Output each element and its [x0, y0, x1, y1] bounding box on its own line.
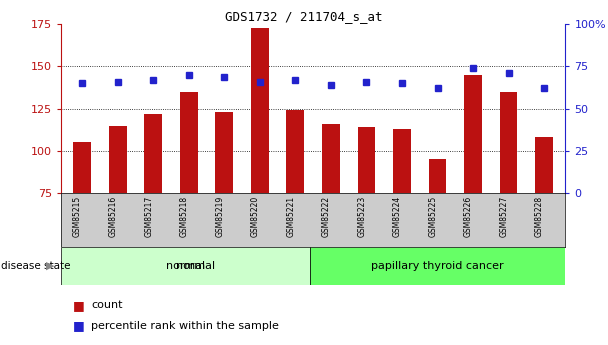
Text: GSM85225: GSM85225 — [429, 196, 438, 237]
Bar — [61, 247, 309, 285]
Text: GSM85224: GSM85224 — [393, 196, 402, 237]
Text: normal: normal — [176, 261, 215, 270]
Text: GSM85222: GSM85222 — [322, 196, 331, 237]
Text: GSM85219: GSM85219 — [215, 196, 224, 237]
Bar — [309, 247, 565, 285]
Bar — [393, 129, 411, 193]
Text: GSM85223: GSM85223 — [358, 196, 367, 237]
Text: count: count — [91, 300, 123, 310]
Bar — [322, 124, 340, 193]
Text: GDS1732 / 211704_s_at: GDS1732 / 211704_s_at — [225, 10, 383, 23]
Text: ■: ■ — [73, 319, 85, 333]
Bar — [109, 126, 126, 193]
Text: GSM85215: GSM85215 — [73, 196, 82, 237]
Bar — [286, 110, 304, 193]
Bar — [73, 142, 91, 193]
Text: GSM85216: GSM85216 — [109, 196, 118, 237]
Text: GSM85218: GSM85218 — [180, 196, 188, 237]
Text: GSM85228: GSM85228 — [535, 196, 544, 237]
Bar — [144, 114, 162, 193]
Bar — [215, 112, 233, 193]
Bar — [429, 159, 446, 193]
Text: GSM85221: GSM85221 — [286, 196, 295, 237]
Text: ■: ■ — [73, 299, 85, 312]
Text: GSM85217: GSM85217 — [144, 196, 153, 237]
Text: GSM85227: GSM85227 — [500, 196, 508, 237]
Bar — [180, 92, 198, 193]
Text: percentile rank within the sample: percentile rank within the sample — [91, 321, 279, 331]
Bar — [358, 127, 375, 193]
Bar — [464, 75, 482, 193]
Text: normal: normal — [165, 261, 205, 270]
Bar — [251, 28, 269, 193]
Text: papillary thyroid cancer: papillary thyroid cancer — [371, 261, 504, 270]
Bar — [500, 92, 517, 193]
Text: GSM85226: GSM85226 — [464, 196, 473, 237]
Text: GSM85220: GSM85220 — [251, 196, 260, 237]
Text: disease state: disease state — [1, 261, 70, 270]
Bar — [535, 137, 553, 193]
Text: ▶: ▶ — [46, 261, 55, 270]
